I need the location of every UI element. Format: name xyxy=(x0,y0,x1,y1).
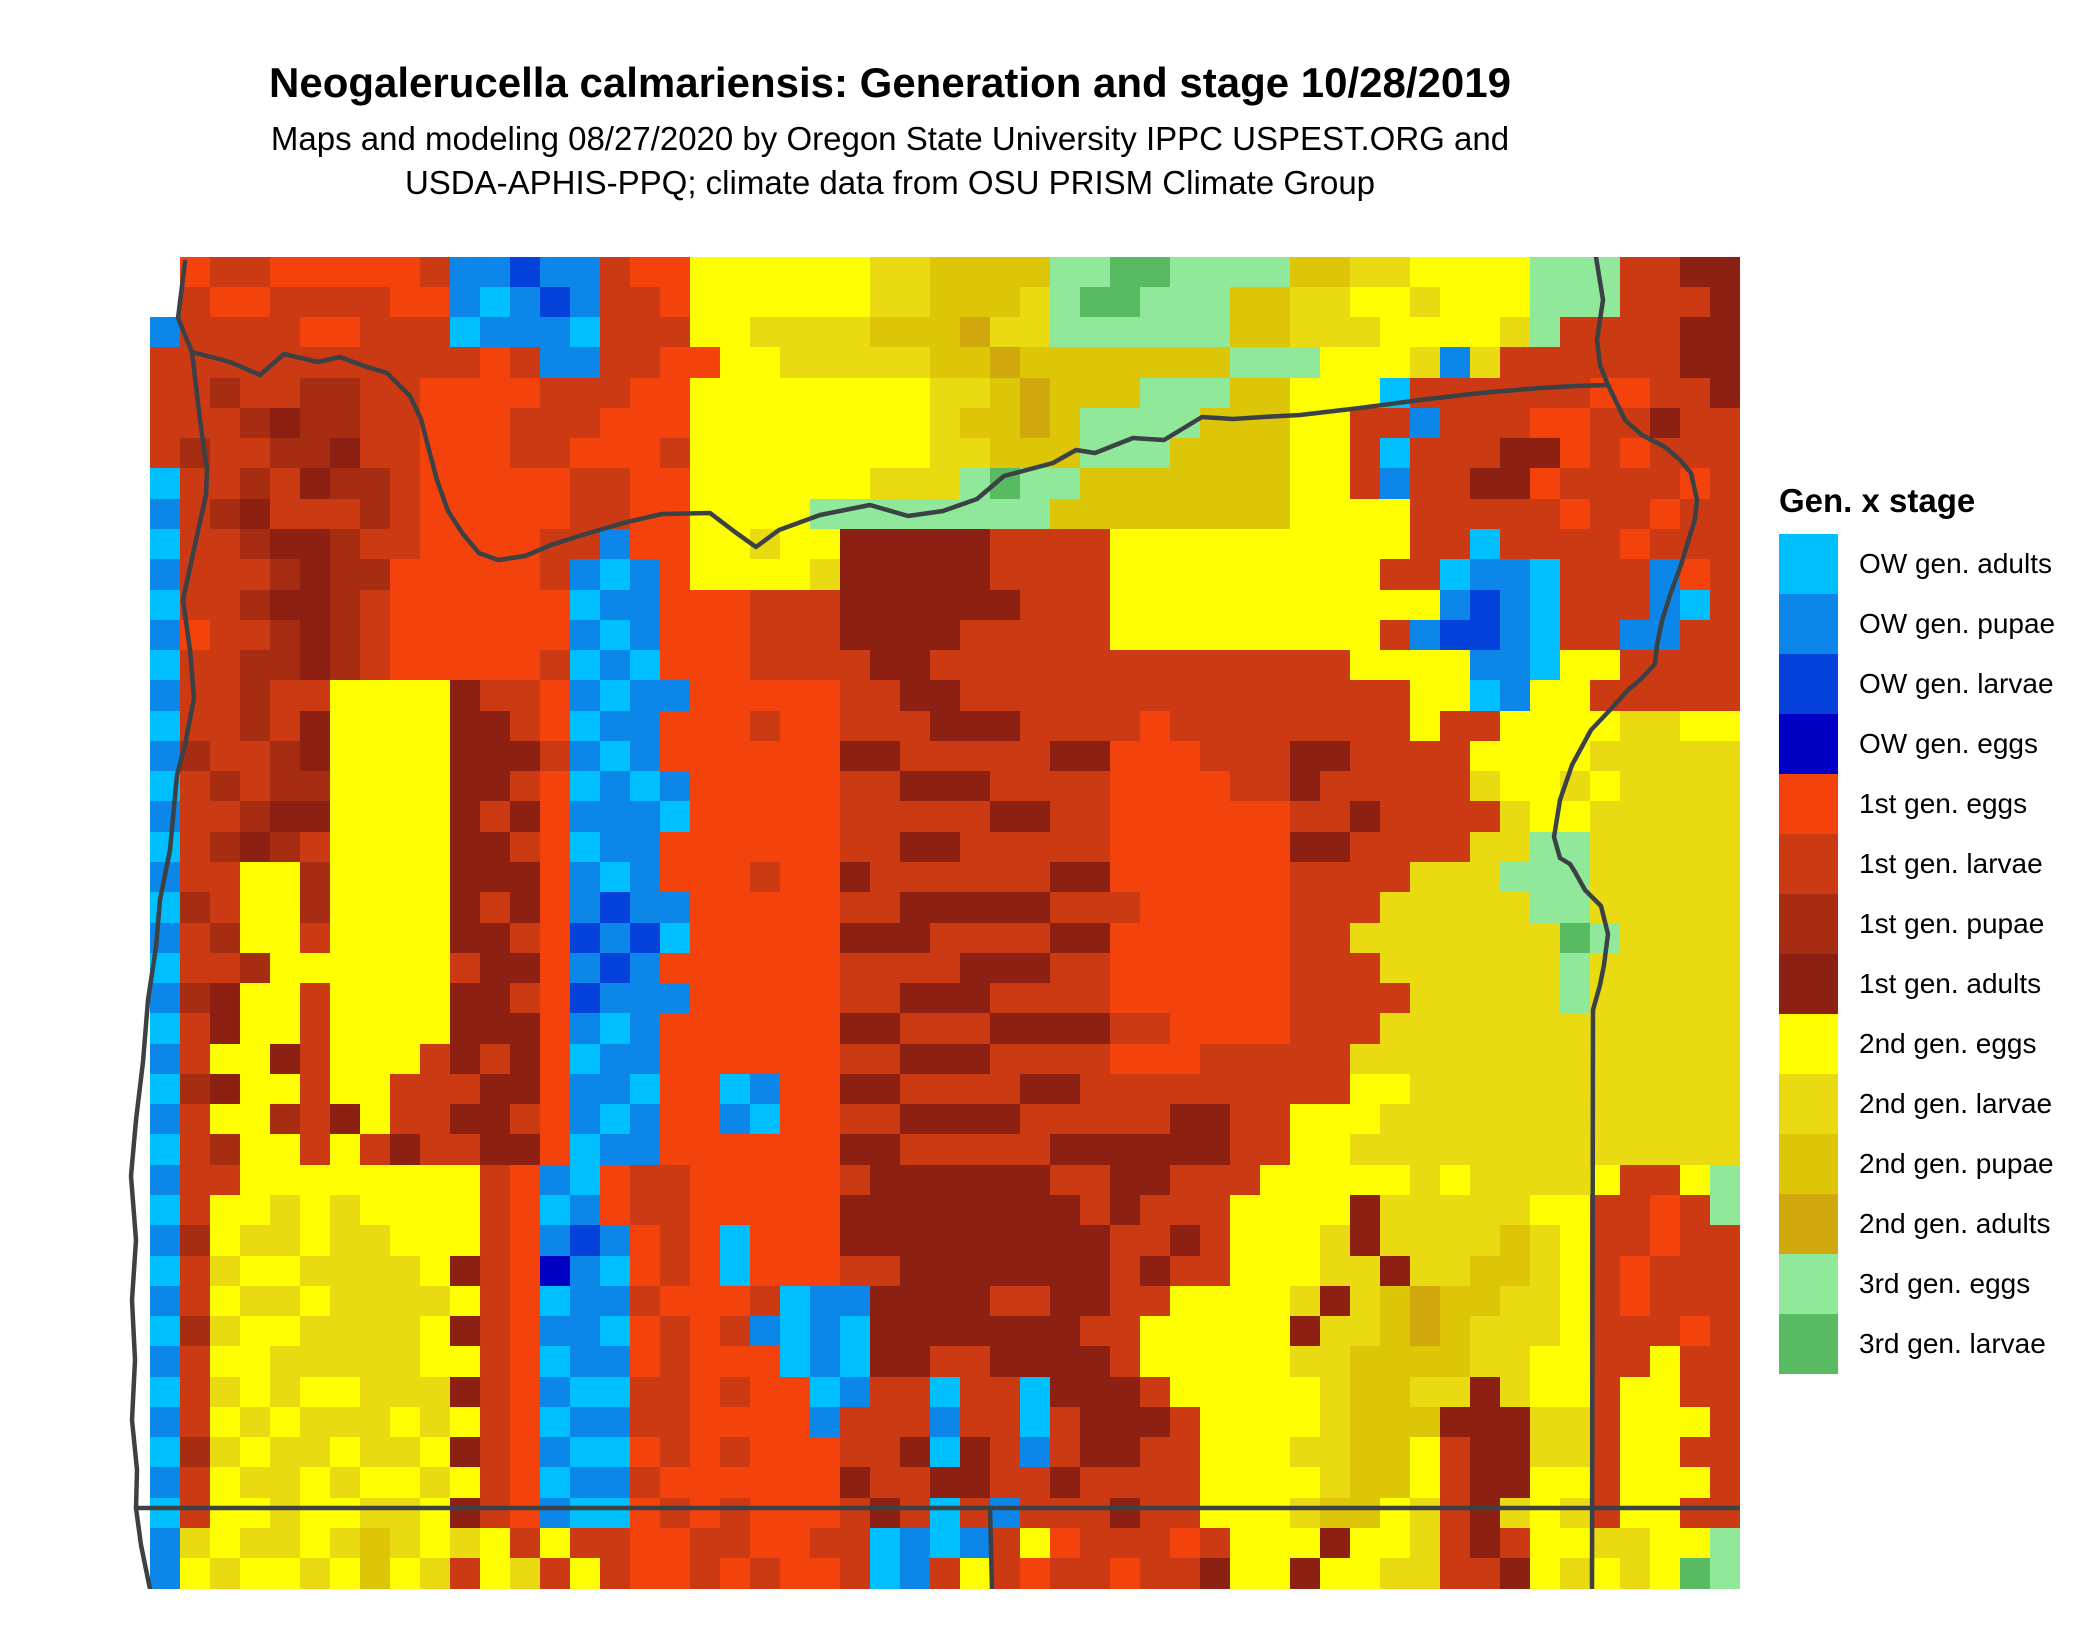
legend-item-8: 2nd gen. eggs xyxy=(1779,1014,2099,1074)
legend-item-12: 3rd gen. eggs xyxy=(1779,1254,2099,1314)
legend-item-4: 1st gen. eggs xyxy=(1779,774,2099,834)
legend-swatch xyxy=(1779,1074,1838,1134)
legend-item-3: OW gen. eggs xyxy=(1779,714,2099,774)
subtitle-line-2: USDA-APHIS-PPQ; climate data from OSU PR… xyxy=(404,164,1376,201)
legend-item-2: OW gen. larvae xyxy=(1779,654,2099,714)
legend-swatch xyxy=(1779,774,1838,834)
legend-item-0: OW gen. adults xyxy=(1779,534,2099,594)
legend-item-7: 1st gen. adults xyxy=(1779,954,2099,1014)
state-borders-overlay xyxy=(128,257,1740,1589)
legend-item-label: 2nd gen. eggs xyxy=(1859,1028,2037,1059)
legend-item-label: 2nd gen. pupae xyxy=(1859,1148,2054,1179)
legend-item-label: 3rd gen. larvae xyxy=(1859,1328,2046,1359)
subtitle-line-1: Maps and modeling 08/27/2020 by Oregon S… xyxy=(270,120,1510,157)
legend-item-label: 3rd gen. eggs xyxy=(1859,1268,2031,1299)
map-raster-canvas xyxy=(120,257,1740,1589)
legend-swatch xyxy=(1779,894,1838,954)
wa-id-border-path xyxy=(1593,257,1611,388)
legend-swatch xyxy=(1779,834,1838,894)
legend-items: OW gen. adults OW gen. pupae OW gen. larva… xyxy=(1779,534,2099,1374)
legend-swatch xyxy=(1779,954,1838,1014)
coastline-path xyxy=(128,259,210,1589)
header: Neogalerucella calmariensis: Generation … xyxy=(100,58,1680,205)
legend-item-13: 3rd gen. larvae xyxy=(1779,1314,2099,1374)
legend-item-label: OW gen. eggs xyxy=(1859,728,2038,759)
legend-item-label: 2nd gen. adults xyxy=(1859,1208,2051,1239)
legend-swatch xyxy=(1779,1014,1838,1074)
legend-swatch xyxy=(1779,594,1838,654)
legend-item-11: 2nd gen. adults xyxy=(1779,1194,2099,1254)
legend-swatch xyxy=(1779,654,1838,714)
legend-swatch xyxy=(1779,714,1838,774)
legend-item-9: 2nd gen. larvae xyxy=(1779,1074,2099,1134)
legend-item-label: 1st gen. larvae xyxy=(1859,848,2043,879)
legend-item-1: OW gen. pupae xyxy=(1779,594,2099,654)
legend-item-label: OW gen. pupae xyxy=(1859,608,2056,639)
legend-item-label: OW gen. adults xyxy=(1859,548,2052,579)
legend-swatch xyxy=(1779,1134,1838,1194)
legend-item-label: 1st gen. eggs xyxy=(1859,788,2028,819)
legend-swatch xyxy=(1779,1194,1838,1254)
oregon-phenology-map xyxy=(120,257,1740,1589)
legend-item-label: 1st gen. pupae xyxy=(1859,908,2045,939)
ca-nv-border-path xyxy=(987,1505,995,1589)
legend: Gen. x stage OW gen. adults OW gen. pupae… xyxy=(1779,482,2099,1374)
legend-swatch xyxy=(1779,1314,1838,1374)
legend-item-label: OW gen. larvae xyxy=(1859,668,2054,699)
columbia-river-border-path xyxy=(189,349,1611,563)
legend-item-label: 1st gen. adults xyxy=(1859,968,2042,999)
border-lines xyxy=(128,257,1740,1589)
legend-item-label: 2nd gen. larvae xyxy=(1859,1088,2053,1119)
legend-item-6: 1st gen. pupae xyxy=(1779,894,2099,954)
subtitle: Maps and modeling 08/27/2020 by Oregon S… xyxy=(100,117,1680,205)
snake-river-border-path xyxy=(1551,382,1700,1589)
legend-title: Gen. x stage xyxy=(1779,482,1976,519)
page-title: Neogalerucella calmariensis: Generation … xyxy=(269,59,1511,106)
legend-item-10: 2nd gen. pupae xyxy=(1779,1134,2099,1194)
legend-item-5: 1st gen. larvae xyxy=(1779,834,2099,894)
legend-swatch xyxy=(1779,1254,1838,1314)
legend-swatch xyxy=(1779,534,1838,594)
